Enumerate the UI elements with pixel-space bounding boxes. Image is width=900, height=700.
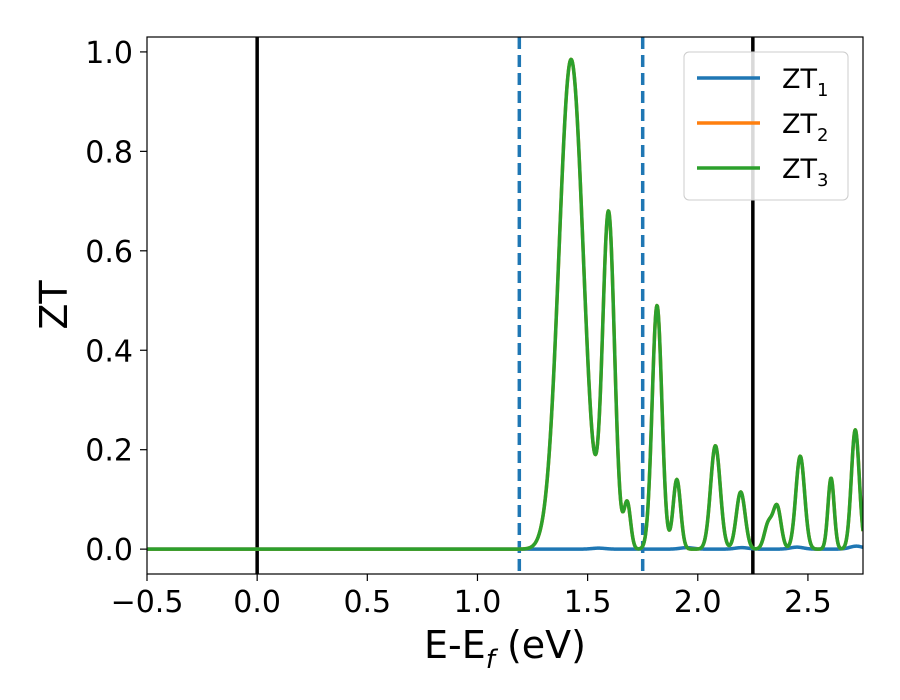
x-tick-label: 1.0 — [454, 585, 502, 620]
y-tick-label: 0.8 — [85, 135, 133, 170]
legend-label-zt2: ZT2 — [782, 109, 828, 146]
legend-label-zt3: ZT3 — [782, 154, 828, 191]
series-layer — [147, 57, 863, 551]
y-tick-label: 0.0 — [85, 533, 133, 568]
y-tick-label: 1.0 — [85, 36, 133, 71]
y-axis-label: ZT — [32, 280, 76, 330]
y-axis-ticks: 0.0 0.2 0.4 0.6 0.8 1.0 — [85, 36, 147, 568]
x-tick-label: 0.0 — [233, 585, 281, 620]
legend-label-subscript: 1 — [817, 80, 828, 101]
legend-label-main: ZT — [782, 154, 817, 185]
x-axis-ticks: −0.5 0.0 0.5 1.0 1.5 2.0 2.5 — [111, 574, 832, 620]
legend-box — [683, 51, 849, 201]
x-tick-label: 0.5 — [343, 585, 391, 620]
legend-label-subscript: 3 — [817, 170, 828, 191]
x-axis-label-main: E-E — [424, 623, 486, 667]
x-axis-label-unit: (eV) — [495, 623, 586, 667]
y-tick-label: 0.2 — [85, 434, 133, 469]
plot-frame — [146, 36, 864, 575]
x-tick-label: 2.5 — [784, 585, 832, 620]
x-tick-label: 2.0 — [674, 585, 722, 620]
legend-label-main: ZT — [782, 64, 817, 95]
legend-label-zt1: ZT1 — [782, 64, 828, 101]
y-tick-label: 0.6 — [85, 235, 133, 270]
legend-label-main: ZT — [782, 109, 817, 140]
x-tick-label: 1.5 — [564, 585, 612, 620]
legend-label-subscript: 2 — [817, 125, 828, 146]
series-line-zt3 — [147, 57, 863, 551]
x-axis-label: E-Ef (eV) — [424, 623, 586, 675]
y-tick-label: 0.4 — [85, 334, 133, 369]
x-tick-label: −0.5 — [111, 585, 184, 620]
